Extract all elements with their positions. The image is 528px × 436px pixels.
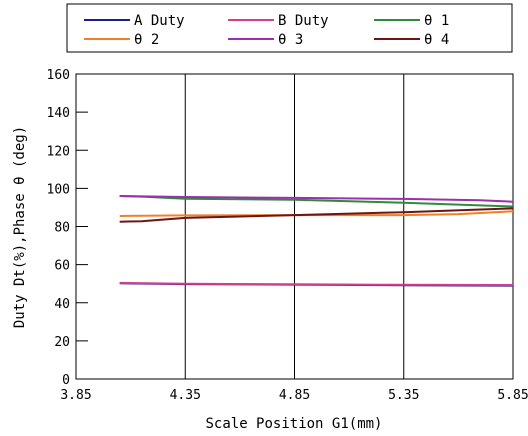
legend-frame: [66, 3, 513, 53]
y-tick-label: 160: [47, 68, 70, 83]
x-tick-label: 4.35: [170, 388, 201, 403]
y-axis-ticks: 0 20 40 60 80 100 120 140 160: [47, 68, 88, 388]
x-axis-ticks: 3.85 4.35 4.85 5.35 5.85: [60, 388, 528, 403]
legend: A Duty B Duty θ 1 θ 2 θ 3 θ 4: [66, 3, 513, 53]
y-tick-label: 0: [62, 373, 70, 388]
y-tick-label: 60: [54, 259, 70, 274]
y-tick-label: 140: [47, 106, 70, 121]
x-tick-label: 5.35: [388, 388, 419, 403]
series-line-b-duty: [119, 281, 514, 286]
legend-label-1: θ 1: [424, 13, 449, 29]
legend-label-a-duty: A Duty: [134, 13, 185, 29]
y-tick-label: 100: [47, 182, 70, 197]
legend-label-4: θ 4: [424, 32, 449, 48]
y-axis-label: Duty Dt(%),Phase θ (deg): [12, 126, 28, 328]
series-line-3: [119, 195, 514, 203]
y-tick-label: 20: [54, 335, 70, 350]
legend-label-3: θ 3: [278, 32, 303, 48]
x-tick-label: 5.85: [497, 388, 528, 403]
x-tick-label: 3.85: [60, 388, 91, 403]
y-tick-label: 80: [54, 221, 70, 236]
x-axis-label: Scale Position G1(mm): [205, 416, 382, 432]
series-lines: [119, 195, 514, 287]
series-line-4: [119, 207, 514, 223]
series-line-2: [119, 210, 514, 217]
legend-label-b-duty: B Duty: [278, 13, 329, 29]
legend-label-2: θ 2: [134, 32, 159, 48]
y-tick-label: 120: [47, 144, 70, 159]
y-tick-label: 40: [54, 297, 70, 312]
grid: [184, 74, 405, 379]
x-tick-label: 4.85: [279, 388, 310, 403]
